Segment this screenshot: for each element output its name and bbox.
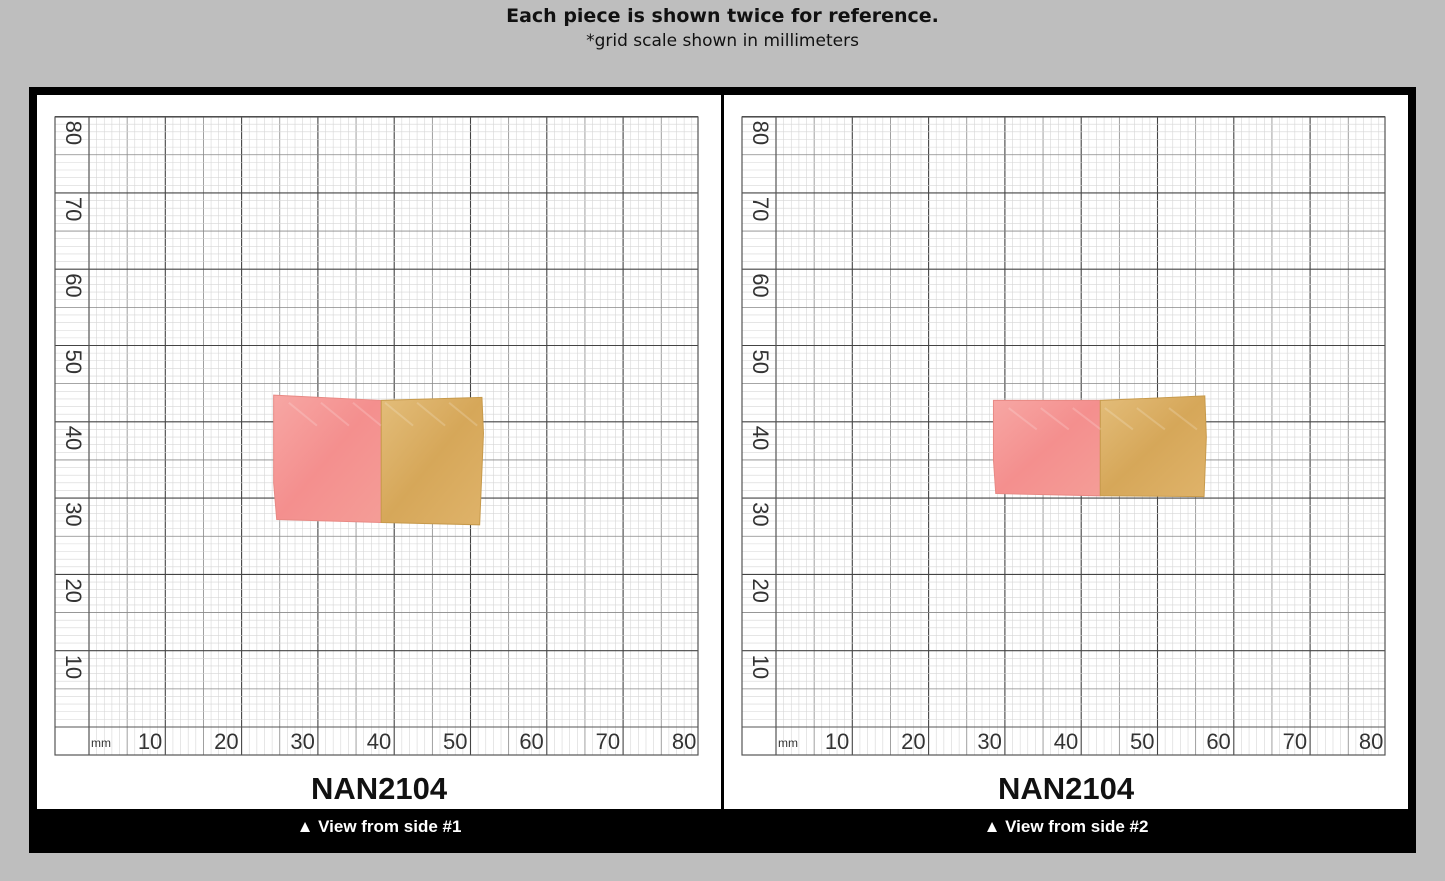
y-tick-label: 10 [748, 655, 773, 679]
y-tick-label: 50 [748, 350, 773, 374]
page-subtitle: *grid scale shown in millimeters [586, 31, 859, 51]
x-tick-label: 70 [596, 729, 620, 754]
x-tick-label: 60 [1206, 729, 1230, 754]
x-tick-label: 80 [672, 729, 696, 754]
gemstone-photo [992, 395, 1207, 498]
x-tick-label: 20 [901, 729, 925, 754]
photo-frame: 10 20 30 40 50 60 70 80 mm 10 20 30 40 50 60 70 80 NAN21… [29, 87, 1416, 853]
x-tick-label: 30 [977, 729, 1001, 754]
x-tick-label: 50 [443, 729, 467, 754]
x-tick-label: 80 [1359, 729, 1383, 754]
caption-side-1: ▲ View from side #1 [296, 817, 462, 836]
grid-photo-side-2: 10 20 30 40 50 60 70 80 mm 10 20 30 40 50 60 70 80 [741, 116, 1386, 756]
gemstone-photo [273, 394, 484, 526]
x-tick-label: 50 [1130, 729, 1154, 754]
y-tick-label: 40 [61, 426, 86, 450]
stone-code-side-1: NAN2104 [310, 771, 448, 806]
unit-label: mm [778, 736, 798, 750]
x-tick-label: 40 [1054, 729, 1078, 754]
caption-side-2: ▲ View from side #2 [983, 817, 1149, 836]
x-tick-label: 10 [138, 729, 162, 754]
view-panel-side-1: 10 20 30 40 50 60 70 80 mm 10 20 30 40 50 60 70 80 NAN21… [37, 95, 721, 809]
y-tick-label: 60 [748, 273, 773, 297]
page-title: Each piece is shown twice for reference. [506, 5, 939, 27]
x-tick-label: 40 [367, 729, 391, 754]
x-tick-label: 30 [290, 729, 314, 754]
y-tick-label: 80 [748, 121, 773, 145]
grid-photo-side-1: 10 20 30 40 50 60 70 80 mm 10 20 30 40 50 60 70 80 [54, 116, 699, 756]
y-tick-label: 60 [61, 273, 86, 297]
view-panel-side-2: 10 20 30 40 50 60 70 80 mm 10 20 30 40 50 60 70 80 NAN21… [724, 95, 1408, 809]
y-tick-label: 10 [61, 655, 86, 679]
y-tick-label: 20 [61, 578, 86, 602]
x-tick-label: 70 [1283, 729, 1307, 754]
grid-lines [55, 116, 698, 755]
y-tick-label: 30 [748, 502, 773, 526]
stone-pink-section [992, 399, 1101, 497]
stone-gold-section [1099, 395, 1207, 498]
stone-gold-section [380, 396, 484, 526]
unit-label: mm [91, 736, 111, 750]
y-tick-label: 70 [748, 197, 773, 221]
y-tick-label: 50 [61, 350, 86, 374]
x-tick-label: 20 [214, 729, 238, 754]
y-tick-label: 80 [61, 121, 86, 145]
y-tick-label: 70 [61, 197, 86, 221]
y-tick-label: 40 [748, 426, 773, 450]
y-tick-label: 30 [61, 502, 86, 526]
stone-pink-section [273, 394, 382, 524]
y-tick-label: 20 [748, 578, 773, 602]
x-tick-label: 10 [825, 729, 849, 754]
grid-lines [742, 116, 1385, 755]
stone-code-side-2: NAN2104 [997, 771, 1135, 806]
x-tick-label: 60 [519, 729, 543, 754]
